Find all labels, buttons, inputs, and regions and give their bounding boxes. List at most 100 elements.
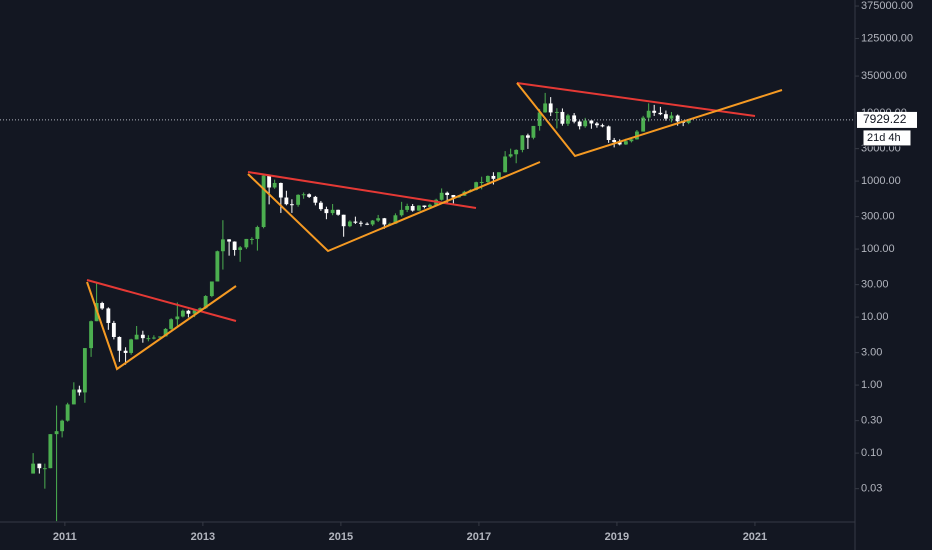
trend-lines (86, 82, 783, 371)
candle-body (146, 338, 151, 340)
y-tick-label: 300.00 (861, 211, 895, 223)
candle-body (663, 114, 668, 119)
candle-body (134, 334, 139, 340)
candle-body (60, 420, 65, 432)
candle-body (289, 204, 294, 206)
candle-body (370, 220, 375, 225)
candle-body (261, 175, 266, 228)
candle-body (186, 310, 191, 314)
candle-body (336, 209, 341, 215)
countdown-box (862, 129, 912, 147)
candle-body (646, 110, 651, 118)
trend-line (247, 171, 477, 209)
candle-body (405, 206, 410, 210)
candle-body (65, 404, 70, 421)
candle-body (330, 209, 335, 214)
candle-body (106, 308, 111, 323)
candle-body (543, 103, 548, 113)
candle-body (267, 175, 272, 188)
candle-body (151, 337, 156, 339)
candle-body (451, 195, 456, 198)
candle-body (82, 348, 87, 393)
candle-body (669, 115, 674, 119)
candle-body (232, 241, 237, 250)
y-tick-label: 10.00 (861, 311, 889, 323)
candle-body (353, 221, 358, 223)
candle-body (675, 115, 680, 122)
candle-body (163, 328, 168, 337)
candle-body (192, 310, 197, 314)
candle-body (583, 120, 588, 127)
x-tick-label: 2013 (191, 531, 215, 543)
x-tick-label: 2011 (53, 531, 77, 543)
x-tick-label: 2021 (743, 531, 767, 543)
candle-body (318, 202, 323, 210)
candle-body (393, 215, 398, 224)
candle-body (606, 126, 611, 141)
candle-body (365, 223, 370, 225)
candle-body (560, 111, 565, 124)
candle-body (600, 125, 605, 127)
candle-body (249, 238, 254, 240)
candle-body (347, 221, 352, 227)
y-tick-label: 125000.00 (861, 32, 913, 44)
candle-body (686, 119, 691, 123)
candle-body (123, 350, 128, 353)
candle-body (612, 140, 617, 143)
candle-body (227, 239, 232, 242)
candle-body (358, 222, 363, 224)
candle-body (577, 121, 582, 127)
candle-body (572, 115, 577, 122)
candle-body (296, 194, 301, 205)
candle-body (589, 120, 594, 124)
candle-body (520, 135, 525, 150)
candle-body (71, 389, 76, 405)
candle-body (54, 431, 59, 435)
candle-body (445, 192, 450, 196)
candle-body (491, 175, 496, 179)
trend-line (516, 82, 783, 158)
candle-body (324, 209, 329, 214)
candle-body (508, 154, 513, 157)
candle-body (255, 227, 260, 239)
candle-body (37, 463, 42, 469)
countdown-label: 21d 4h (867, 132, 901, 144)
trend-line (86, 281, 237, 371)
candle-body (169, 319, 174, 329)
candle-body (284, 197, 289, 205)
last-price-label: 7929.22 (863, 112, 907, 126)
candle-body (410, 206, 415, 211)
candle-body (313, 196, 318, 203)
y-tick-label: 0.30 (861, 415, 882, 427)
candle-body (117, 336, 122, 351)
candle-body (31, 463, 36, 474)
candle-body (140, 334, 145, 339)
candle-body (376, 218, 381, 221)
y-tick-label: 375000.00 (861, 0, 913, 12)
candle-body (554, 111, 559, 113)
y-tick-label: 1000.00 (861, 175, 901, 187)
candle-body (209, 281, 214, 297)
candle-body (244, 238, 249, 248)
trend-line (247, 161, 541, 253)
y-tick-label: 0.03 (861, 483, 882, 495)
candle-body (416, 205, 421, 211)
candle-body (238, 247, 243, 250)
candle-body (427, 204, 432, 207)
x-tick-label: 2017 (467, 531, 491, 543)
candle-body (503, 156, 508, 173)
x-tick-label: 2015 (329, 531, 353, 543)
candle-body (307, 194, 312, 197)
candle-body (203, 296, 208, 309)
y-tick-label: 3.00 (861, 347, 882, 359)
candle-body (220, 239, 225, 252)
candle-body (479, 181, 484, 183)
candle-body (129, 339, 134, 353)
candle-body (77, 389, 82, 393)
candle-body (198, 308, 203, 311)
candle-body (42, 468, 47, 470)
x-tick-label: 2019 (605, 531, 629, 543)
